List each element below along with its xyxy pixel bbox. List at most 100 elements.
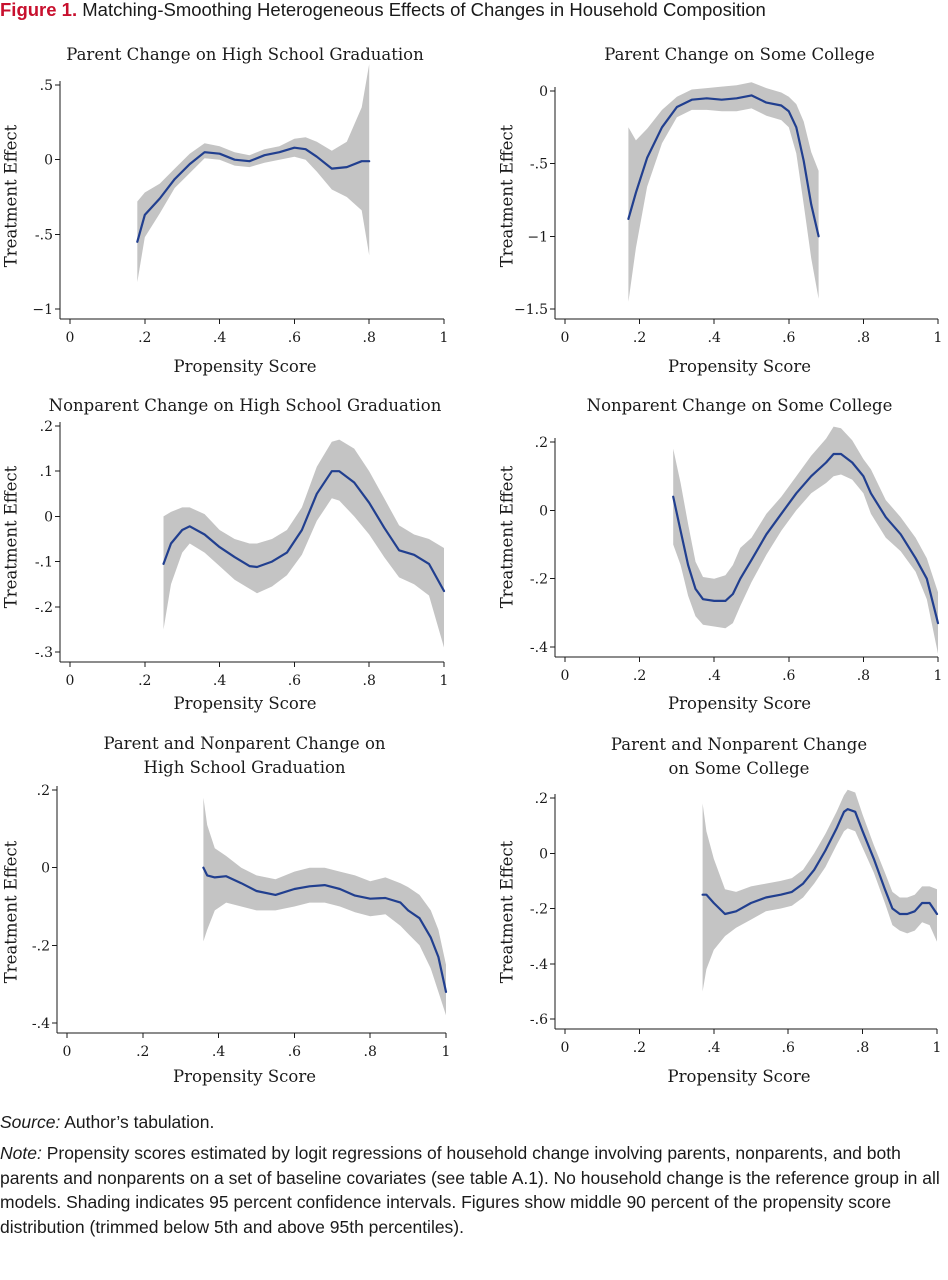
- x-tick-label: .6: [782, 668, 795, 684]
- confidence-band: [673, 426, 938, 654]
- y-axis-label: Treatment Effect: [498, 465, 517, 608]
- chart-panel-4: Nonparent Change on Some College 0 .2 .4 .6.…: [498, 396, 943, 713]
- x-tick-label: 1: [442, 1044, 451, 1060]
- panel-title: Parent Change on High School Graduation: [66, 45, 424, 64]
- x-tick-label: 0: [63, 1044, 72, 1060]
- y-axis-label: Treatment Effect: [498, 840, 517, 983]
- y-tick-label: −1.5: [514, 302, 548, 318]
- figure-title: Figure 1. Matching-Smoothing Heterogeneo…: [0, 0, 948, 22]
- x-axis-label: Propensity Score: [668, 694, 811, 713]
- x-tick-label: 1: [440, 330, 449, 346]
- x-tick-label: .6: [782, 330, 795, 346]
- panel-title: Parent and Nonparent Change: [611, 735, 867, 754]
- y-tick-label: 0: [44, 509, 53, 525]
- y-axis-label: Treatment Effect: [2, 124, 21, 267]
- y-tick-label: .2: [535, 791, 548, 807]
- x-tick-label: 1: [933, 1040, 942, 1056]
- confidence-band: [163, 439, 444, 648]
- y-tick-label: .1: [40, 464, 53, 480]
- note-text: Propensity scores estimated by logit reg…: [0, 1143, 940, 1237]
- estimate-line: [202, 866, 448, 993]
- note-paragraph: Note: Propensity scores estimated by log…: [0, 1141, 948, 1239]
- confidence-band: [137, 64, 370, 283]
- chart-panel-2: Parent Change on Some College 0 .2 .4 .6 .8 1 −…: [498, 45, 943, 376]
- estimate-line: [136, 146, 371, 243]
- x-tick-label: .2: [138, 330, 151, 346]
- x-tick-label: 1: [934, 668, 943, 684]
- x-tick-label: .8: [856, 1040, 869, 1056]
- y-tick-label: .2: [37, 783, 50, 799]
- y-tick-label: 0: [539, 846, 548, 862]
- x-tick-label: .2: [633, 1040, 646, 1056]
- y-tick-label: -.1: [35, 555, 53, 571]
- x-tick-label: .6: [288, 673, 301, 689]
- x-tick-label: .4: [213, 330, 226, 346]
- chart-panel-1: Parent Change on High School Graduation 0…: [2, 45, 449, 376]
- x-tick-label: 1: [934, 330, 943, 346]
- y-tick-label: -.2: [530, 902, 548, 918]
- y-tick-label: −1: [32, 302, 53, 318]
- figure-title-text: Matching-Smoothing Heterogeneous Effects…: [82, 0, 766, 20]
- x-tick-label: .6: [288, 330, 301, 346]
- x-axis-label: Propensity Score: [668, 357, 811, 376]
- x-tick-label: 1: [440, 673, 449, 689]
- x-axis-label: Propensity Score: [174, 357, 317, 376]
- panel-title: Nonparent Change on High School Graduati…: [49, 396, 442, 415]
- x-tick-label: .6: [288, 1044, 301, 1060]
- y-tick-label: -.5: [530, 157, 548, 173]
- y-axis-label: Treatment Effect: [498, 124, 517, 267]
- y-tick-label: -.3: [35, 645, 53, 661]
- panel-title: Parent and Nonparent Change on: [103, 734, 385, 753]
- x-tick-label: .4: [707, 1040, 720, 1056]
- chart-panel-6: Parent and Nonparent Change on Some Colle…: [498, 735, 942, 1086]
- x-tick-label: .4: [708, 668, 721, 684]
- y-tick-label: .2: [535, 435, 548, 451]
- x-tick-label: 0: [66, 330, 75, 346]
- panel-title: Nonparent Change on Some College: [587, 396, 893, 415]
- source-label: Source:: [0, 1112, 61, 1132]
- y-axis-label: Treatment Effect: [2, 465, 21, 608]
- x-tick-label: .8: [364, 1044, 377, 1060]
- confidence-band: [203, 797, 446, 1016]
- x-tick-label: .2: [633, 330, 646, 346]
- estimate-line: [672, 452, 940, 625]
- chart-panel-3: Nonparent Change on High School Graduati…: [2, 396, 449, 713]
- estimate-line: [627, 94, 820, 238]
- x-tick-label: .2: [136, 1044, 149, 1060]
- y-tick-label: -.6: [530, 1012, 548, 1028]
- chart-panel-5: Parent and Nonparent Change on High Schoo…: [2, 734, 451, 1086]
- x-tick-label: .2: [138, 673, 151, 689]
- y-tick-label: 0: [539, 84, 548, 100]
- x-tick-label: .4: [212, 1044, 225, 1060]
- y-tick-label: -.2: [530, 572, 548, 588]
- x-tick-label: .4: [708, 330, 721, 346]
- x-tick-label: .8: [857, 668, 870, 684]
- panel-title: on Some College: [669, 759, 810, 778]
- y-tick-label: .2: [40, 419, 53, 435]
- y-tick-label: -.4: [32, 1016, 50, 1032]
- panel-title: High School Graduation: [143, 758, 345, 777]
- y-tick-label: -.4: [530, 957, 548, 973]
- y-axis-label: Treatment Effect: [2, 840, 21, 983]
- y-tick-label: 0: [44, 153, 53, 169]
- source-line: Source: Author’s tabulation.: [0, 1110, 948, 1135]
- figure-label: Figure 1.: [0, 0, 78, 20]
- x-tick-label: .8: [857, 330, 870, 346]
- estimate-line: [701, 807, 939, 916]
- y-tick-label: -.2: [32, 938, 50, 954]
- x-tick-label: .6: [782, 1040, 795, 1056]
- x-tick-label: 0: [561, 1040, 570, 1056]
- x-axis-label: Propensity Score: [174, 694, 317, 713]
- y-tick-label: -.5: [35, 227, 53, 243]
- x-axis-label: Propensity Score: [173, 1067, 316, 1086]
- x-axis-label: Propensity Score: [668, 1067, 811, 1086]
- x-tick-label: 0: [66, 673, 75, 689]
- estimate-line: [162, 470, 446, 593]
- y-tick-label: -.4: [530, 640, 548, 656]
- y-tick-label: 0: [41, 861, 50, 877]
- x-tick-label: 0: [561, 668, 570, 684]
- x-tick-label: .2: [633, 668, 646, 684]
- x-tick-label: 0: [561, 330, 570, 346]
- x-tick-label: .8: [363, 673, 376, 689]
- y-tick-label: .5: [40, 78, 53, 94]
